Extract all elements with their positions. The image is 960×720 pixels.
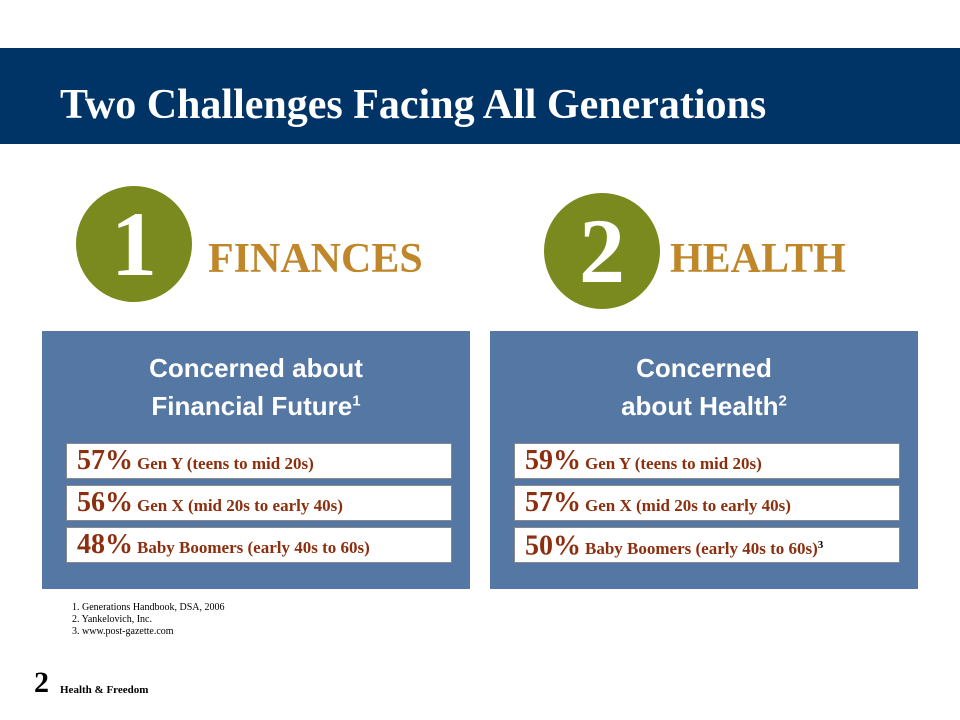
health-panel-title-footnote-ref: 2 (778, 392, 787, 410)
heading-finances: FINANCES (208, 236, 423, 282)
stat-percent: 50% (525, 530, 581, 562)
finances-panel-title-footnote-ref: 1 (352, 392, 361, 410)
footnote-2: 2. Yankelovich, Inc. (72, 614, 152, 625)
heading-health: HEALTH (670, 236, 846, 282)
stat-percent: 56% (77, 487, 133, 518)
health-panel-title: Concerned about Health2 (490, 349, 918, 425)
stat-percent: 57% (525, 487, 581, 518)
stat-footnote-ref: 3 (817, 539, 824, 551)
finances-panel: Concerned about Financial Future1 57% Gen… (42, 331, 470, 589)
stat-group: Gen Y (teens to mid 20s) (137, 454, 314, 473)
stat-percent: 57% (77, 445, 133, 476)
stat-group: Baby Boomers (early 40s to 60s) (137, 538, 370, 557)
finances-stat-gen-x: 56% Gen X (mid 20s to early 40s) (66, 485, 452, 521)
footnote-3: 3. www.post-gazette.com (72, 626, 174, 637)
health-stat-gen-y: 59% Gen Y (teens to mid 20s) (514, 443, 900, 479)
finances-stat-boomers: 48% Baby Boomers (early 40s to 60s) (66, 527, 452, 563)
number-circle-1: 1 (76, 186, 192, 302)
health-panel-title-line2: about Health (621, 391, 779, 421)
title-bar (0, 48, 960, 144)
finances-panel-title-line1: Concerned about (149, 353, 363, 383)
health-panel: Concerned about Health2 59% Gen Y (teens … (490, 331, 918, 589)
finances-panel-title-line2: Financial Future (151, 391, 353, 421)
stat-group: Gen X (mid 20s to early 40s) (585, 496, 791, 515)
health-stat-gen-x: 57% Gen X (mid 20s to early 40s) (514, 485, 900, 521)
stat-group: Baby Boomers (early 40s to 60s) (585, 539, 818, 559)
number-circle-2: 2 (544, 193, 660, 309)
footnotes: 1. Generations Handbook, DSA, 2006 2. Ya… (72, 602, 224, 638)
stat-percent: 48% (77, 529, 133, 560)
footnote-1: 1. Generations Handbook, DSA, 2006 (72, 602, 225, 613)
stat-group: Gen Y (teens to mid 20s) (585, 454, 762, 473)
stat-percent: 59% (525, 445, 581, 476)
finances-panel-title: Concerned about Financial Future1 (42, 349, 470, 425)
stat-group: Gen X (mid 20s to early 40s) (137, 496, 343, 515)
health-panel-title-line1: Concerned (636, 353, 772, 383)
finances-stat-gen-y: 57% Gen Y (teens to mid 20s) (66, 443, 452, 479)
health-stat-boomers: 50% Baby Boomers (early 40s to 60s)3 (514, 527, 900, 563)
page-number: 2 (34, 666, 49, 699)
slide-title: Two Challenges Facing All Generations (60, 82, 767, 128)
footer-label: Health & Freedom (60, 684, 149, 696)
